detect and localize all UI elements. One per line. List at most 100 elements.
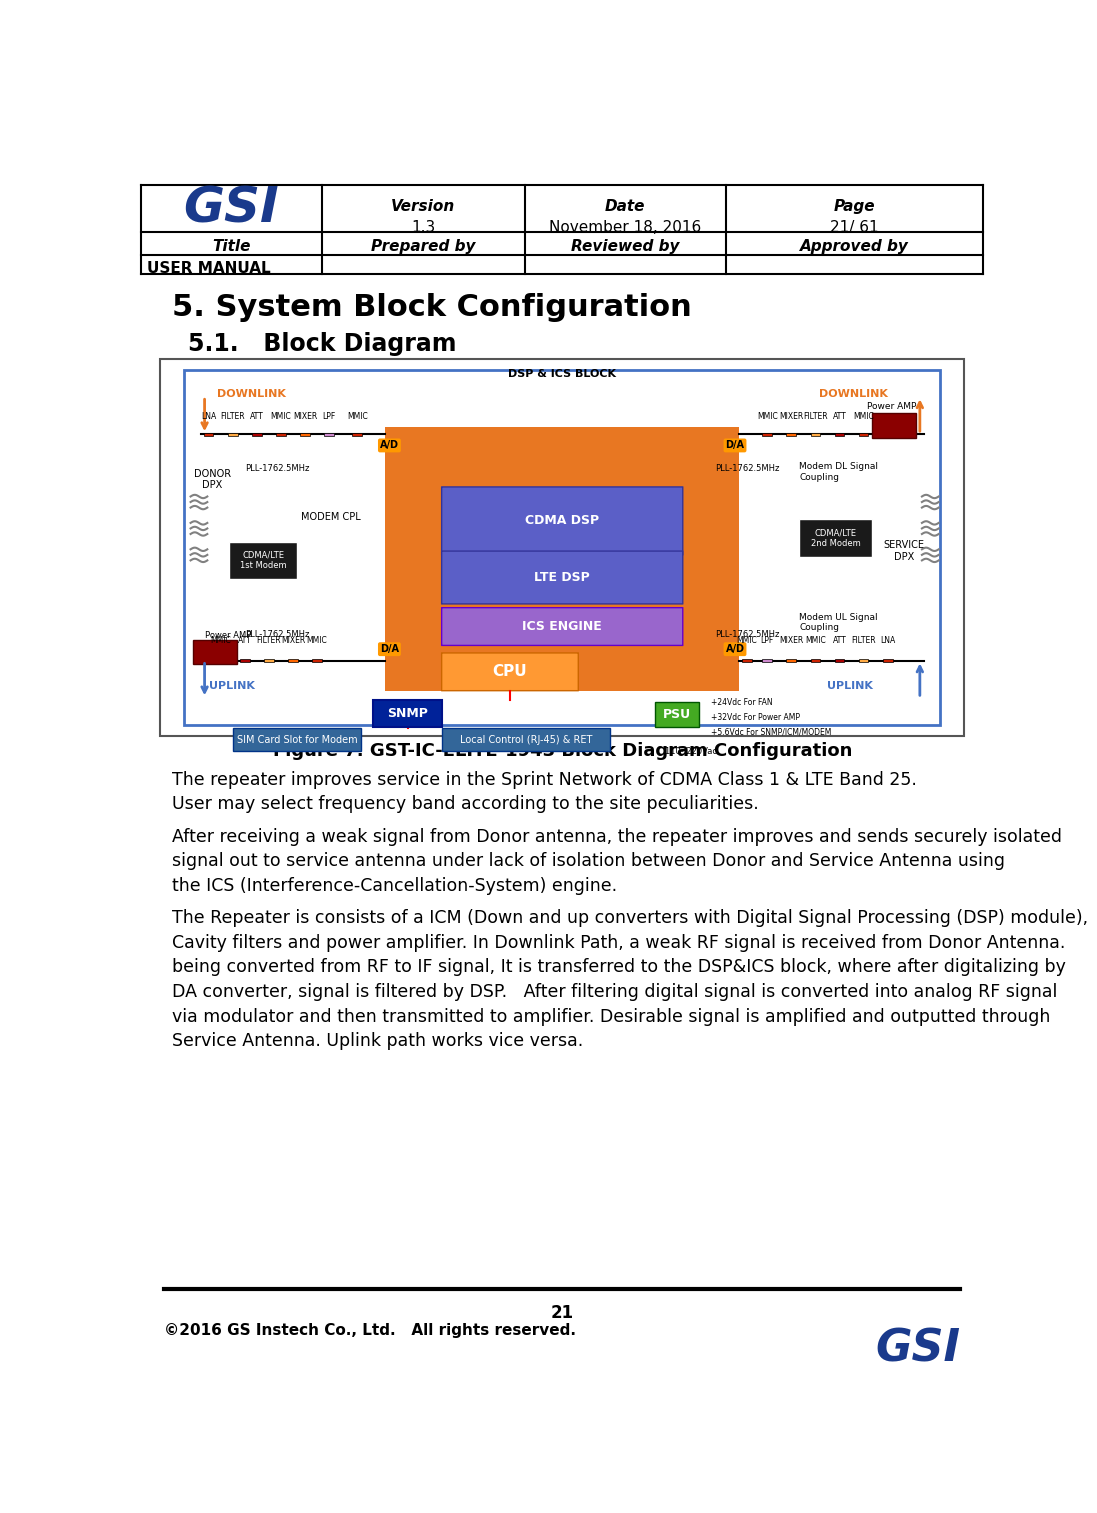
Bar xyxy=(811,660,821,663)
Text: DSP & ICS BLOCK: DSP & ICS BLOCK xyxy=(508,369,617,380)
Text: Modem DL Signal
Coupling: Modem DL Signal Coupling xyxy=(800,461,879,481)
Text: +5.6Vdc For SNMP/ICM/MODEM: +5.6Vdc For SNMP/ICM/MODEM xyxy=(711,728,832,737)
Bar xyxy=(762,433,772,436)
FancyBboxPatch shape xyxy=(442,551,682,604)
Text: PLL-1762.5MHz: PLL-1762.5MHz xyxy=(245,464,309,474)
Bar xyxy=(264,660,273,663)
Bar xyxy=(240,660,250,663)
Bar xyxy=(325,433,333,436)
Text: DA converter, signal is filtered by DSP.   After filtering digital signal is con: DA converter, signal is filtered by DSP.… xyxy=(172,983,1058,1002)
Text: ATT: ATT xyxy=(238,637,251,646)
Text: being converted from RF to IF signal, It is transferred to the DSP&ICS block, wh: being converted from RF to IF signal, It… xyxy=(172,959,1066,976)
Text: Approved by: Approved by xyxy=(801,239,909,254)
Text: MMIC: MMIC xyxy=(737,637,757,646)
Bar xyxy=(289,660,297,663)
FancyBboxPatch shape xyxy=(442,654,578,691)
Text: USER MANUAL: USER MANUAL xyxy=(147,260,271,275)
Text: the ICS (Interference-Cancellation-System) engine.: the ICS (Interference-Cancellation-Syste… xyxy=(172,878,618,894)
Text: FILTER: FILTER xyxy=(257,637,281,646)
Text: Figure 7. GST-IC-ELITE-1943 Block Diagram Configuration: Figure 7. GST-IC-ELITE-1943 Block Diagra… xyxy=(272,741,852,760)
Text: MIXER: MIXER xyxy=(779,412,803,421)
Bar xyxy=(872,413,916,437)
Text: MMIC: MMIC xyxy=(271,412,292,421)
Text: MMIC: MMIC xyxy=(347,412,367,421)
Text: ATT: ATT xyxy=(250,412,263,421)
Bar xyxy=(787,660,796,663)
Bar xyxy=(859,433,869,436)
Text: SERVICE
DPX: SERVICE DPX xyxy=(883,540,925,561)
Text: MMIC: MMIC xyxy=(805,637,826,646)
Text: CDMA/LTE
2nd Modem: CDMA/LTE 2nd Modem xyxy=(811,528,860,548)
Bar xyxy=(301,433,309,436)
Text: FILTER: FILTER xyxy=(851,637,875,646)
Bar xyxy=(787,433,796,436)
Bar xyxy=(204,433,214,436)
Text: MODEM CPL: MODEM CPL xyxy=(301,511,361,522)
Bar xyxy=(352,433,362,436)
Text: +32Vdc For Power AMP: +32Vdc For Power AMP xyxy=(711,713,800,722)
FancyBboxPatch shape xyxy=(442,487,682,555)
Bar xyxy=(743,660,751,663)
Text: GSI: GSI xyxy=(875,1327,960,1371)
Bar xyxy=(192,640,237,664)
Text: LPF: LPF xyxy=(760,637,773,646)
Bar xyxy=(276,433,285,436)
Text: Page: Page xyxy=(834,200,875,215)
Bar xyxy=(216,660,226,663)
Bar xyxy=(228,542,297,579)
Text: Cavity filters and power amplifier. In Downlink Path, a weak RF signal is receiv: Cavity filters and power amplifier. In D… xyxy=(172,934,1065,952)
Bar xyxy=(811,433,821,436)
Text: MIXER: MIXER xyxy=(779,637,803,646)
Text: MMIC: MMIC xyxy=(307,637,328,646)
Text: After receiving a weak signal from Donor antenna, the repeater improves and send: After receiving a weak signal from Donor… xyxy=(172,828,1062,846)
Bar xyxy=(184,371,940,725)
Text: November 18, 2016: November 18, 2016 xyxy=(550,219,701,235)
Text: Date: Date xyxy=(606,200,646,215)
Text: MIXER: MIXER xyxy=(281,637,305,646)
Text: ©2016 GS Instech Co., Ltd.   All rights reserved.: ©2016 GS Instech Co., Ltd. All rights re… xyxy=(165,1322,576,1337)
Text: LPF: LPF xyxy=(323,412,336,421)
Text: UPLINK: UPLINK xyxy=(208,681,255,690)
Bar xyxy=(835,660,845,663)
Text: Title: Title xyxy=(212,239,250,254)
Text: 5. System Block Configuration: 5. System Block Configuration xyxy=(172,294,692,322)
Bar xyxy=(655,702,699,726)
Bar xyxy=(160,359,964,735)
Text: +24Vdc For FAN: +24Vdc For FAN xyxy=(711,697,772,707)
Bar xyxy=(373,701,442,726)
Text: signal out to service antenna under lack of isolation between Donor and Service : signal out to service antenna under lack… xyxy=(172,852,1005,870)
Text: Version: Version xyxy=(391,200,455,215)
Text: Service Antenna. Uplink path works vice versa.: Service Antenna. Uplink path works vice … xyxy=(172,1032,584,1050)
Text: Local Control (RJ-45) & RET: Local Control (RJ-45) & RET xyxy=(460,735,592,744)
Text: CPU: CPU xyxy=(493,664,528,679)
Bar xyxy=(800,519,872,557)
Bar xyxy=(883,660,893,663)
Text: PLL-1762.5MHz: PLL-1762.5MHz xyxy=(715,464,779,474)
Text: CDMA/LTE
1st Modem: CDMA/LTE 1st Modem xyxy=(240,551,286,570)
Text: SIM Card Slot for Modem: SIM Card Slot for Modem xyxy=(237,735,358,744)
Text: D/A: D/A xyxy=(380,645,399,654)
FancyBboxPatch shape xyxy=(442,608,682,646)
Text: ICS ENGINE: ICS ENGINE xyxy=(522,620,602,632)
Text: PLL-1762.5MHz: PLL-1762.5MHz xyxy=(715,631,779,640)
Text: A/D: A/D xyxy=(380,440,399,451)
Text: Reviewed by: Reviewed by xyxy=(572,239,680,254)
Text: GSI: GSI xyxy=(183,185,279,233)
Text: ATT: ATT xyxy=(833,412,847,421)
Text: DONOR
DPX: DONOR DPX xyxy=(194,469,231,490)
Text: via modulator and then transmitted to amplifier. Desirable signal is amplified a: via modulator and then transmitted to am… xyxy=(172,1008,1050,1026)
Bar xyxy=(385,427,739,690)
Text: The repeater improves service in the Sprint Network of CDMA Class 1 & LTE Band 2: The repeater improves service in the Spr… xyxy=(172,770,917,788)
Text: Modem UL Signal
Coupling: Modem UL Signal Coupling xyxy=(800,613,878,632)
Text: CDMA DSP: CDMA DSP xyxy=(525,514,599,528)
Text: FILTER: FILTER xyxy=(803,412,827,421)
Text: MMIC: MMIC xyxy=(757,412,778,421)
Text: PSU: PSU xyxy=(663,708,691,720)
Text: Power AMP: Power AMP xyxy=(204,631,251,640)
Bar xyxy=(442,728,610,750)
Bar xyxy=(228,433,238,436)
Text: ATT: ATT xyxy=(833,637,847,646)
Text: MIXER: MIXER xyxy=(293,412,317,421)
Bar xyxy=(233,728,361,750)
Text: D/A: D/A xyxy=(725,440,745,451)
